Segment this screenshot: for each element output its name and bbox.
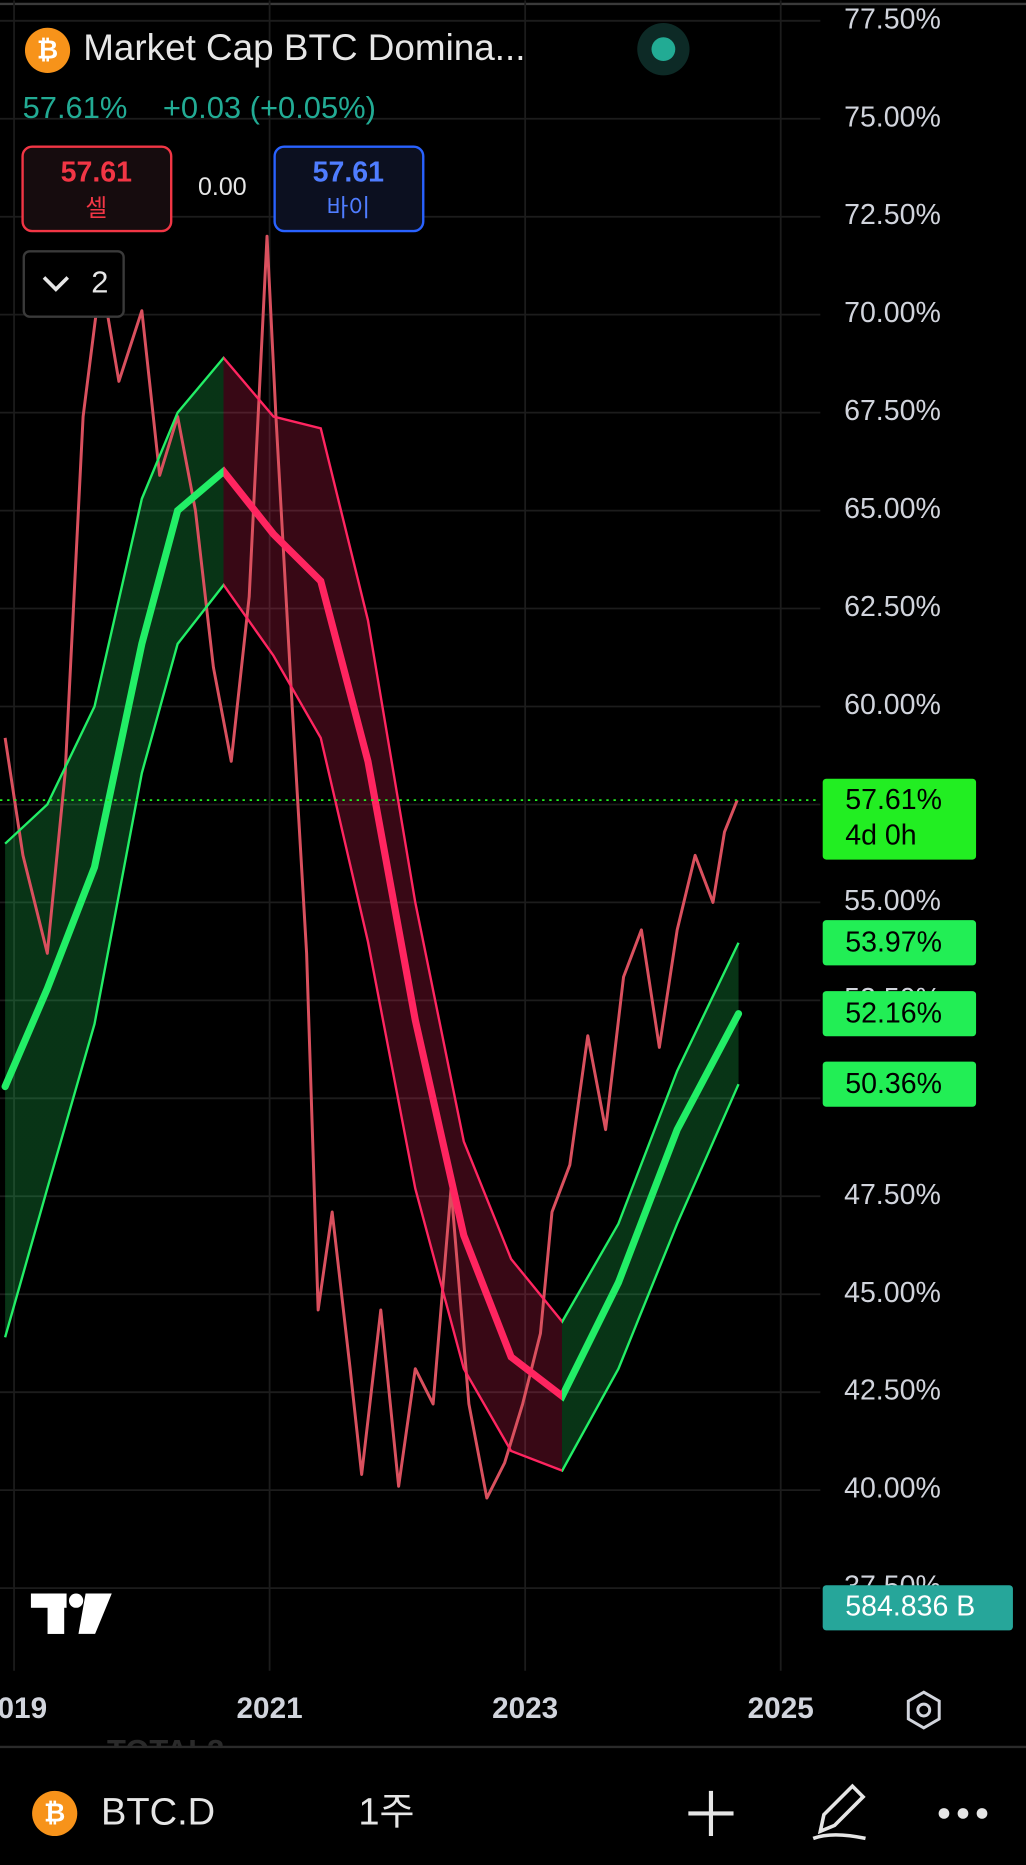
symbol-icon <box>24 27 71 73</box>
sell-price: 57.61 <box>61 157 132 189</box>
market-status[interactable] <box>651 37 676 62</box>
more-button[interactable] <box>938 1808 988 1819</box>
add-button[interactable] <box>688 1790 734 1837</box>
footer-symbol[interactable]: BTC.D <box>101 1792 215 1834</box>
y-tick-label: 62.50% <box>844 591 941 623</box>
y-tick-label: 40.00% <box>844 1473 941 1505</box>
band-line <box>4 355 740 1324</box>
band-value-badge <box>822 1061 977 1107</box>
settings-icon[interactable] <box>906 1690 941 1730</box>
x-tick-label: 2023 <box>492 1692 558 1725</box>
last-price: 57.61% <box>23 90 128 125</box>
y-tick-label: 42.50% <box>844 1375 941 1407</box>
x-tick-label: 2021 <box>237 1692 303 1725</box>
indicators-toggle[interactable] <box>22 250 125 318</box>
y-tick-label: 75.00% <box>844 101 941 133</box>
interval[interactable]: 1주 <box>358 1792 414 1834</box>
indicator-count: 2 <box>91 265 108 300</box>
y-tick-label: 65.00% <box>844 493 941 525</box>
y-tick-label: 70.00% <box>844 297 941 329</box>
buy-button[interactable] <box>273 145 425 233</box>
y-tick-label: 60.00% <box>844 689 941 721</box>
band-middle-line <box>1 466 743 1402</box>
sell-label: 셀 <box>85 195 107 222</box>
x-tick-label: 2019 <box>0 1692 47 1725</box>
last-price-badge <box>822 778 977 860</box>
price-change: +0.03 (+0.05%) <box>163 90 376 125</box>
footer-symbol-icon <box>32 1790 78 1837</box>
band-value-badge <box>822 920 977 966</box>
volume-badge <box>822 1585 1013 1631</box>
volume-label: 584.836 B <box>845 1590 975 1622</box>
band-value-label: 52.16% <box>845 997 942 1029</box>
bar-countdown: 4d 0h <box>845 820 916 852</box>
y-tick-label: 72.50% <box>844 199 941 231</box>
bitcoin-glyph: ₿ <box>44 1798 65 1828</box>
band-value-badge <box>822 991 977 1037</box>
draw-button[interactable] <box>812 1783 866 1841</box>
price-line <box>3 234 739 1500</box>
y-tick-label: 77.50% <box>844 3 941 35</box>
buy-label: 바이 <box>326 195 370 222</box>
band-value-label: 50.36% <box>845 1068 942 1100</box>
y-tick-label: 67.50% <box>844 395 941 427</box>
band-line <box>3 582 740 1473</box>
x-tick-label: 2025 <box>748 1692 814 1725</box>
y-tick-label: 45.00% <box>844 1277 941 1309</box>
header: ₿ Market Cap BTC Domina... 57.61% +0.03 … <box>21 23 690 318</box>
sell-button[interactable] <box>21 145 173 233</box>
spread: 0.00 <box>198 173 247 201</box>
last-price-label: 57.61% <box>845 784 942 816</box>
symbol-title[interactable]: Market Cap BTC Domina... <box>83 27 525 68</box>
bitcoin-glyph: ₿ <box>37 34 58 64</box>
buy-price: 57.61 <box>313 157 384 189</box>
chevron-icon <box>42 276 70 292</box>
band-fill <box>5 357 739 1471</box>
y-tick-label: 47.50% <box>844 1179 941 1211</box>
band-value-label: 53.97% <box>845 926 942 958</box>
tradingview-logo <box>30 1593 112 1634</box>
y-tick-label: 55.00% <box>844 885 941 917</box>
